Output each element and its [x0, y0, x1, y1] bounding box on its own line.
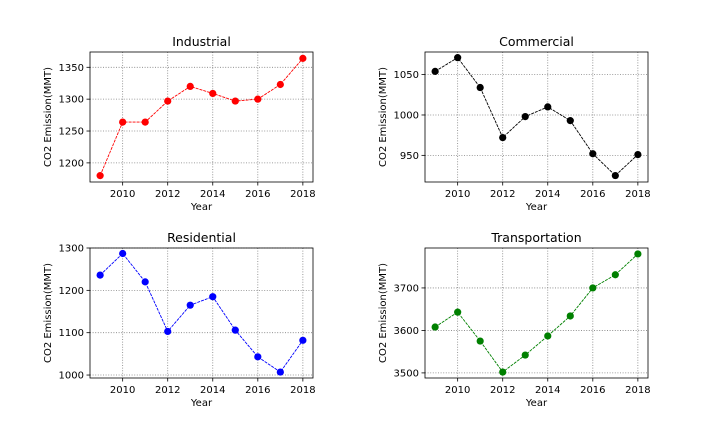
residential-data-point [254, 353, 262, 361]
transportation-y-axis-label: CO2 Emission(MMT) [378, 263, 389, 363]
commercial-xtick-label: 2014 [535, 189, 560, 200]
transportation-data-point [544, 332, 552, 340]
industrial-data-point [119, 118, 127, 126]
residential-data-point [231, 326, 239, 334]
residential-x-axis-label: Year [190, 398, 213, 409]
commercial-series-line [434, 57, 639, 177]
transportation-chart: 2010 2012 2014 2016 2018 3500 3600 3700 Transpor… [378, 230, 651, 409]
transportation-xtick-label: 2010 [445, 385, 470, 396]
industrial-xtick-label: 2014 [200, 189, 225, 200]
commercial-plot-frame [424, 51, 649, 183]
transportation-series-line [434, 253, 639, 373]
residential-y-axis-label: CO2 Emission(MMT) [43, 263, 54, 363]
residential-data-point [164, 327, 172, 336]
transportation-xtick-label: 2018 [625, 385, 650, 396]
commercial-x-axis-label: Year [525, 202, 548, 213]
residential-xtick-label: 2016 [245, 385, 270, 396]
residential-plot-frame [89, 247, 314, 379]
commercial-xtick-label: 2012 [490, 189, 515, 200]
industrial-xtick-label: 2010 [110, 189, 135, 200]
residential-chart: 2010 2012 2014 2016 2018 1000 1100 1200 1300 Resi… [43, 230, 316, 409]
commercial-data-point [634, 150, 642, 159]
industrial-ytick-label: 1300 [59, 95, 84, 106]
residential-xtick-label: 2010 [110, 385, 135, 396]
residential-ytick-label: 1200 [59, 286, 84, 297]
residential-data-point [96, 271, 104, 279]
industrial-chart: 2010 2012 2014 2016 2018 1200 1250 1300 1350 Indu… [43, 34, 316, 213]
residential-ytick-label: 1100 [59, 328, 84, 339]
transportation-ytick-label: 3500 [394, 368, 419, 379]
residential-xtick-label: 2018 [290, 385, 315, 396]
industrial-data-point [231, 97, 239, 105]
transportation-ytick-label: 3700 [394, 283, 419, 294]
transportation-data-point [634, 250, 642, 258]
industrial-x-axis-label: Year [190, 202, 213, 213]
industrial-xtick-label: 2018 [290, 189, 315, 200]
transportation-x-axis-label: Year [525, 398, 548, 409]
industrial-data-point [254, 95, 262, 103]
commercial-data-point [544, 103, 552, 111]
commercial-xtick-label: 2018 [625, 189, 650, 200]
commercial-xtick-label: 2010 [445, 189, 470, 200]
transportation-data-point [589, 284, 597, 292]
residential-ytick-label: 1000 [59, 371, 84, 382]
industrial-ytick-label: 1200 [59, 158, 84, 169]
industrial-data-point [186, 82, 194, 91]
industrial-data-point [96, 172, 104, 180]
commercial-xtick-label: 2016 [580, 189, 605, 200]
industrial-ytick-label: 1250 [59, 127, 84, 138]
commercial-data-point [611, 171, 619, 180]
industrial-data-point [141, 118, 149, 126]
industrial-chart-title: Industrial [172, 34, 231, 49]
commercial-data-point [431, 67, 439, 75]
industrial-ytick-label: 1350 [59, 63, 84, 74]
industrial-data-point [209, 89, 217, 98]
residential-data-point [299, 336, 307, 344]
commercial-ytick-label: 1050 [394, 70, 419, 81]
residential-data-point [119, 249, 127, 258]
transportation-data-point [611, 271, 619, 279]
industrial-plot-frame [89, 51, 314, 183]
industrial-series-line [99, 58, 304, 176]
residential-ytick-label: 1300 [59, 244, 84, 255]
transportation-data-point [454, 308, 462, 316]
transportation-data-point [499, 368, 507, 376]
residential-data-point [186, 301, 194, 309]
transportation-ytick-label: 3600 [394, 326, 419, 337]
commercial-chart: 2010 2012 2014 2016 2018 950 1000 1050 Commercia… [378, 34, 651, 213]
industrial-data-point [164, 97, 172, 105]
transportation-xtick-label: 2016 [580, 385, 605, 396]
commercial-chart-title: Commercial [499, 34, 574, 49]
transportation-chart-title: Transportation [490, 230, 581, 245]
residential-xtick-label: 2014 [200, 385, 225, 396]
industrial-y-axis-label: CO2 Emission(MMT) [43, 67, 54, 167]
commercial-ytick-label: 1000 [394, 110, 419, 121]
industrial-xtick-label: 2012 [155, 189, 180, 200]
commercial-data-point [521, 112, 529, 121]
residential-chart-title: Residential [167, 230, 236, 245]
transportation-data-point [521, 351, 529, 359]
commercial-data-point [499, 133, 507, 142]
industrial-xtick-label: 2016 [245, 189, 270, 200]
commercial-data-point [566, 117, 574, 125]
transportation-data-point [431, 323, 439, 331]
commercial-data-point [589, 150, 597, 158]
residential-data-point [209, 293, 217, 301]
transportation-data-point [476, 337, 484, 345]
transportation-xtick-label: 2012 [490, 385, 515, 396]
commercial-y-axis-label: CO2 Emission(MMT) [378, 67, 389, 167]
residential-xtick-label: 2012 [155, 385, 180, 396]
commercial-data-point [476, 83, 484, 92]
transportation-xtick-label: 2014 [535, 385, 560, 396]
commercial-data-point [454, 54, 462, 62]
residential-data-point [276, 368, 284, 376]
transportation-data-point [566, 312, 574, 320]
commercial-ytick-label: 950 [400, 151, 419, 162]
transportation-plot-frame [424, 247, 649, 379]
industrial-data-point [299, 54, 307, 62]
residential-series-line [99, 252, 304, 373]
industrial-data-point [276, 80, 284, 89]
residential-data-point [141, 278, 149, 286]
